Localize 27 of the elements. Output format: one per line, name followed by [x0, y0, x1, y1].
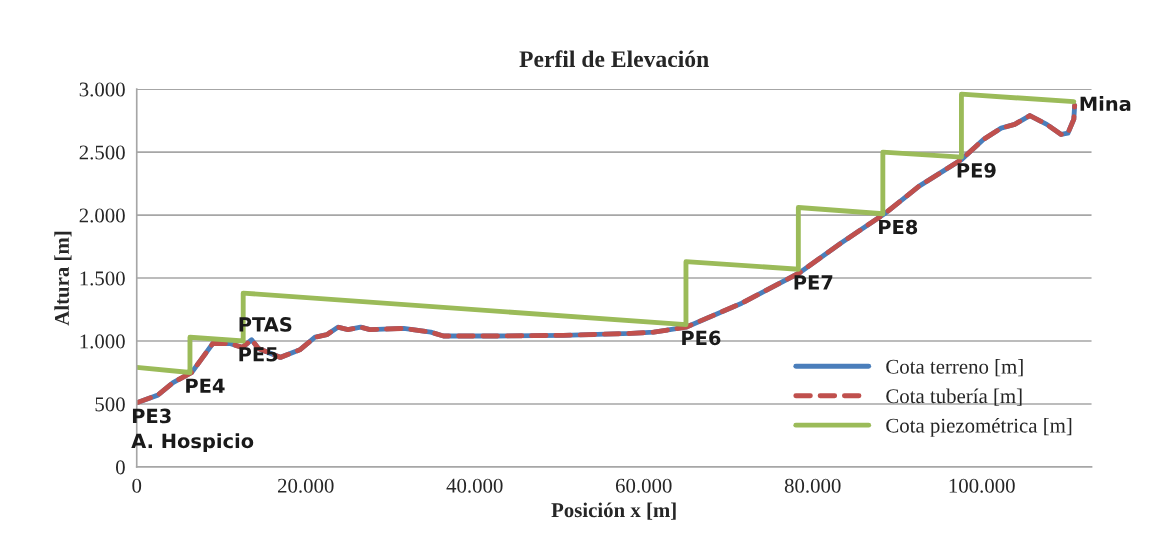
annotation: A. Hospicio [131, 433, 254, 453]
y-tick-label: 0 [116, 460, 125, 475]
x-tick-label: 40.000 [446, 478, 503, 493]
annotation: Mina [1080, 96, 1131, 112]
annotation: PE8 [879, 219, 918, 235]
x-tick-label: 60.000 [615, 478, 672, 493]
annotation: PE6 [682, 330, 721, 346]
x-tick-label: 20.000 [277, 478, 334, 493]
annotation: PE3 [132, 408, 171, 424]
legend-label: Cota terreno [m] [886, 359, 1023, 377]
annotation: PE9 [957, 163, 996, 178]
x-axis-title: Posición x [m] [551, 502, 676, 520]
x-tick-label: 100.000 [949, 478, 1015, 493]
y-tick-label: 1.000 [80, 334, 125, 349]
x-tick-label: 80.000 [784, 478, 841, 493]
annotation: PE7 [794, 275, 833, 290]
legend-label: Cota piezométrica [m] [886, 417, 1072, 437]
y-tick-label: 1.500 [80, 271, 125, 286]
y-tick-label: 3.000 [79, 82, 125, 97]
annotation: PE4 [186, 378, 225, 393]
legend-label: Cota tubería [m] [886, 388, 1022, 406]
x-tick-label: 0 [132, 478, 142, 493]
chart-title: Perfil de Elevación [519, 50, 709, 68]
y-tick-label: 2.000 [79, 208, 125, 223]
y-tick-label: 500 [95, 397, 125, 412]
y-axis-title: Altura [m] [54, 231, 72, 326]
y-tick-label: 2.500 [79, 145, 125, 160]
